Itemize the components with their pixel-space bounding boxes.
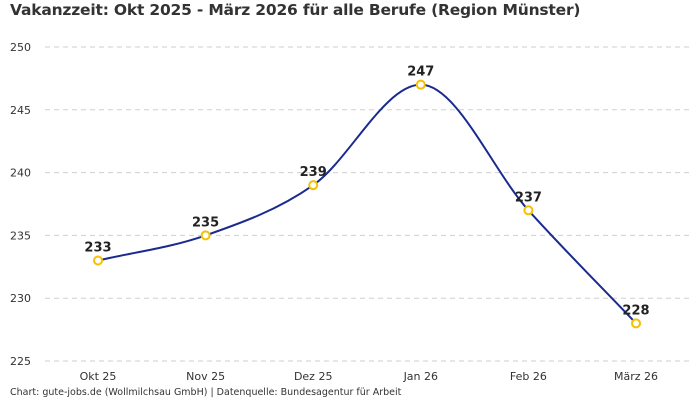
y-tick-label: 250 — [10, 41, 31, 54]
x-tick-label: Dez 25 — [294, 370, 333, 383]
data-label: 247 — [407, 65, 434, 80]
data-point — [631, 318, 641, 329]
data-label: 237 — [515, 190, 542, 205]
chart-title: Vakanzzeit: Okt 2025 - März 2026 für all… — [10, 1, 581, 19]
x-tick-label: Nov 25 — [186, 370, 225, 383]
x-tick-label: Okt 25 — [80, 370, 117, 383]
y-tick-label: 240 — [10, 167, 31, 180]
data-point — [415, 79, 426, 90]
data-label: 239 — [300, 165, 327, 180]
chart-source-footer: Chart: gute-jobs.de (Wollmilchsau GmbH) … — [10, 387, 402, 398]
data-point — [93, 255, 103, 266]
y-tick-label: 230 — [10, 292, 31, 305]
data-point — [308, 180, 319, 191]
data-label: 228 — [622, 303, 649, 318]
x-tick-label: Feb 26 — [510, 370, 547, 383]
data-label: 233 — [84, 241, 111, 256]
y-tick-label: 245 — [10, 104, 31, 117]
data-point — [200, 230, 211, 241]
y-tick-label: 235 — [10, 229, 31, 242]
x-tick-label: Jan 26 — [403, 370, 438, 383]
x-tick-label: März 26 — [614, 370, 658, 383]
series-line — [97, 83, 637, 325]
data-point — [523, 205, 534, 216]
y-tick-label: 225 — [10, 355, 31, 368]
data-label: 235 — [192, 215, 219, 230]
